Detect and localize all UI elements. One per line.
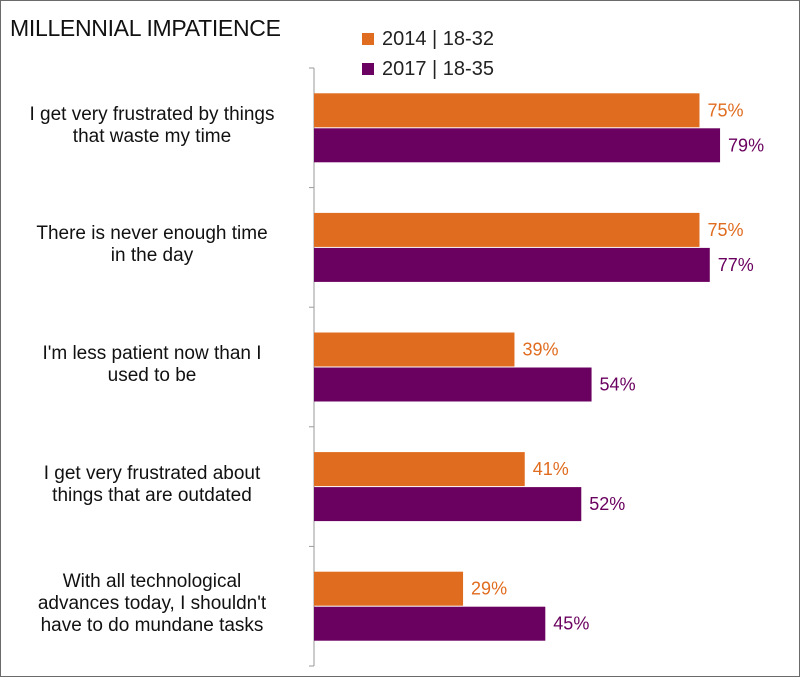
category-label-3: I get very frustrated about things that a… <box>2 463 302 507</box>
data-label-2014-2: 39% <box>522 340 558 360</box>
data-label-2014-4: 29% <box>471 579 507 599</box>
bar-2014-2 <box>314 332 515 367</box>
data-label-2017-0: 79% <box>728 135 764 155</box>
data-label-2014-3: 41% <box>533 459 569 479</box>
category-label-line: I'm less patient now than I <box>42 343 262 364</box>
category-label-line: that waste my time <box>72 125 232 147</box>
category-label-line: There is never enough time <box>36 223 268 245</box>
bar-2014-4 <box>314 571 464 606</box>
chart-title: MILLENNIAL IMPATIENCE <box>10 15 281 41</box>
legend-item-2017: 2017 | 18-35 <box>362 54 494 84</box>
data-label-2017-3: 52% <box>589 494 625 514</box>
legend-swatch-2014 <box>362 33 374 45</box>
bar-2014-0 <box>314 93 700 128</box>
legend: 2014 | 18-32 2017 | 18-35 <box>362 24 494 84</box>
legend-label-2014: 2014 | 18-32 <box>382 27 494 50</box>
bar-2017-2 <box>314 367 592 402</box>
legend-item-2014: 2014 | 18-32 <box>362 24 494 54</box>
category-label-line: things that are outdated <box>52 484 252 506</box>
category-label-4: With all technological advances today, I … <box>2 571 302 637</box>
bar-2017-4 <box>314 606 546 641</box>
category-label-line: used to be <box>107 365 197 386</box>
category-label-line: have to do mundane tasks <box>40 615 264 637</box>
data-label-2017-1: 77% <box>718 255 754 275</box>
data-label-2014-1: 75% <box>708 220 744 240</box>
data-label-2017-4: 45% <box>553 614 589 634</box>
category-label-line: With all technological <box>62 571 242 593</box>
legend-label-2017: 2017 | 18-35 <box>382 57 494 80</box>
category-label-line: I get very frustrated about <box>43 462 261 484</box>
data-label-2017-2: 54% <box>600 375 636 395</box>
bar-2017-1 <box>314 247 710 282</box>
bar-2017-0 <box>314 128 721 163</box>
bar-2014-3 <box>314 452 525 487</box>
legend-swatch-2017 <box>362 63 374 75</box>
category-label-line: I get very frustrated by things <box>29 103 275 125</box>
category-label-0: I get very frustrated by things that wast… <box>2 104 302 148</box>
bar-2014-1 <box>314 212 700 247</box>
category-label-line: in the day <box>110 245 194 267</box>
bar-2017-3 <box>314 487 582 522</box>
data-label-2014-0: 75% <box>708 100 744 120</box>
category-label-line: advances today, I shouldn't <box>37 593 267 615</box>
category-label-1: There is never enough time in the day <box>2 223 302 267</box>
